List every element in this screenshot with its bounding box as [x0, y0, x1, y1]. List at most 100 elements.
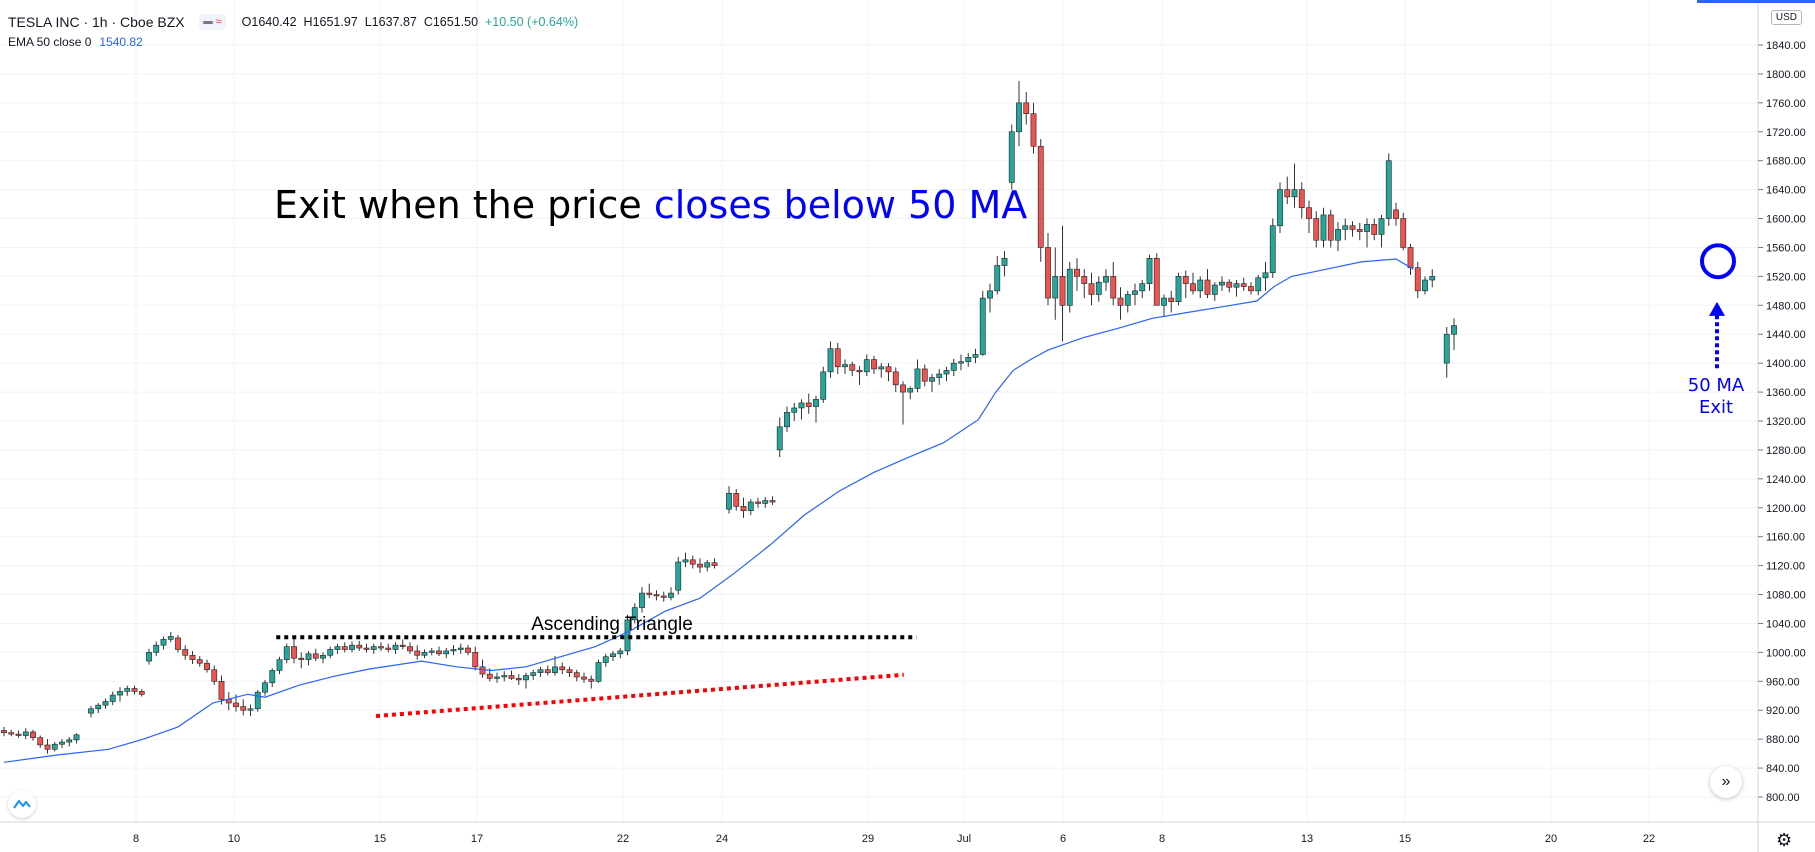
candle-down — [849, 361, 856, 377]
candle-up — [1139, 280, 1146, 299]
candle-up — [987, 283, 993, 313]
candle-up — [153, 641, 160, 656]
candle-down — [37, 735, 44, 748]
candle-up — [349, 641, 355, 653]
candle-up — [501, 671, 508, 682]
time-tick-label: 20 — [1545, 833, 1557, 845]
candle-down — [30, 729, 36, 741]
candle-down — [1037, 139, 1044, 262]
time-tick-label: 8 — [1159, 833, 1165, 845]
candle-down — [1349, 221, 1356, 237]
candle-up — [726, 486, 732, 514]
candle-up — [943, 366, 950, 382]
candle-down — [1371, 218, 1378, 241]
price-axis: 800.00 840.00 880.00 920.00 960.00 1000.00 104… — [1757, 0, 1815, 852]
candle-down — [363, 643, 370, 653]
candle-down — [508, 670, 515, 680]
scroll-to-realtime-button[interactable]: » — [1710, 766, 1742, 798]
candle-down — [291, 637, 297, 664]
candle-up — [320, 652, 326, 664]
candle-up — [88, 705, 94, 718]
close-value: C1651.50 — [423, 15, 479, 29]
symbol-title[interactable]: TESLA INC · 1h · Cboe BZX — [8, 14, 185, 30]
candle-down — [885, 363, 892, 382]
price-tick-label: 840.00 — [1766, 763, 1800, 775]
price-tick-label: 1600.00 — [1766, 214, 1806, 226]
candle-down — [805, 393, 812, 414]
candle-up — [827, 341, 834, 378]
candle-up — [1052, 247, 1059, 320]
chart-badge[interactable]: ≈ — [198, 14, 226, 30]
candle-down — [711, 558, 718, 569]
candle-up — [784, 406, 790, 432]
candle-up — [747, 499, 754, 515]
candle-up — [1175, 272, 1182, 306]
low-value: L1637.87 — [364, 15, 417, 29]
candle-down — [515, 674, 522, 685]
candle-up — [392, 642, 399, 654]
candle-up — [450, 645, 457, 656]
time-tick-label: 10 — [228, 833, 240, 845]
candle-up — [631, 603, 638, 624]
candle-down — [356, 640, 363, 651]
candle-up — [1103, 269, 1109, 291]
candle-down — [1204, 269, 1211, 299]
gear-icon[interactable]: ⚙ — [1776, 830, 1793, 850]
candle-down — [871, 355, 877, 374]
time-tick-label: 17 — [471, 833, 483, 845]
candle-up — [109, 691, 116, 706]
candle-up — [602, 653, 609, 667]
candlestick-series — [1, 81, 1457, 754]
candle-down — [414, 645, 421, 660]
currency-label[interactable]: USD — [1770, 10, 1802, 25]
candle-up — [1378, 214, 1385, 248]
candle-down — [660, 591, 667, 602]
change-value: +10.50 (+0.64%) — [484, 15, 579, 29]
candle-up — [327, 646, 334, 659]
candle-up — [117, 687, 123, 702]
candle-up — [1124, 290, 1131, 313]
candle-up — [813, 395, 819, 423]
candle-up — [494, 672, 500, 683]
candle-up — [1364, 218, 1370, 248]
candle-down — [479, 659, 486, 678]
tradingview-logo-button[interactable] — [8, 790, 36, 818]
candle-up — [124, 685, 131, 696]
price-tick-label: 920.00 — [1766, 705, 1800, 717]
candle-down — [1414, 261, 1421, 299]
candle-up — [1095, 276, 1102, 302]
candle-down — [312, 648, 319, 662]
candle-down — [1356, 222, 1363, 241]
candle-down — [298, 652, 305, 669]
chart-grid — [0, 0, 1758, 822]
candle-up — [1255, 274, 1262, 296]
candle-up — [552, 656, 558, 676]
candle-down — [1327, 209, 1334, 248]
candle-down — [1081, 269, 1088, 299]
candle-down — [689, 555, 696, 569]
candle-up — [958, 354, 964, 371]
candle-down — [1306, 200, 1312, 233]
candle-up — [262, 679, 268, 696]
candle-down — [385, 643, 392, 653]
exit-label-line1: 50 MA — [1688, 375, 1745, 396]
candle-down — [581, 672, 587, 683]
headline-emphasis: closes below 50 MA — [654, 183, 1027, 227]
candle-up — [1422, 276, 1428, 295]
price-tick-label: 1480.00 — [1766, 300, 1806, 312]
candle-down — [892, 367, 899, 393]
exit-arrow-head — [1709, 301, 1725, 316]
time-tick-label: Jul — [957, 833, 971, 845]
candle-down — [1284, 176, 1291, 205]
ohlc-values: O1640.42 H1651.97 L1637.87 C1651.50 +10.… — [242, 15, 578, 29]
candle-down — [182, 645, 189, 660]
candle-up — [1211, 282, 1218, 301]
candle-down — [1248, 282, 1254, 295]
price-tick-label: 1560.00 — [1766, 242, 1806, 254]
tradingview-logo-icon — [13, 799, 31, 809]
candle-down — [211, 665, 218, 685]
candle-up — [523, 672, 529, 689]
candle-down — [1030, 102, 1037, 154]
indicator-label[interactable]: EMA 50 close 0 — [8, 35, 92, 49]
